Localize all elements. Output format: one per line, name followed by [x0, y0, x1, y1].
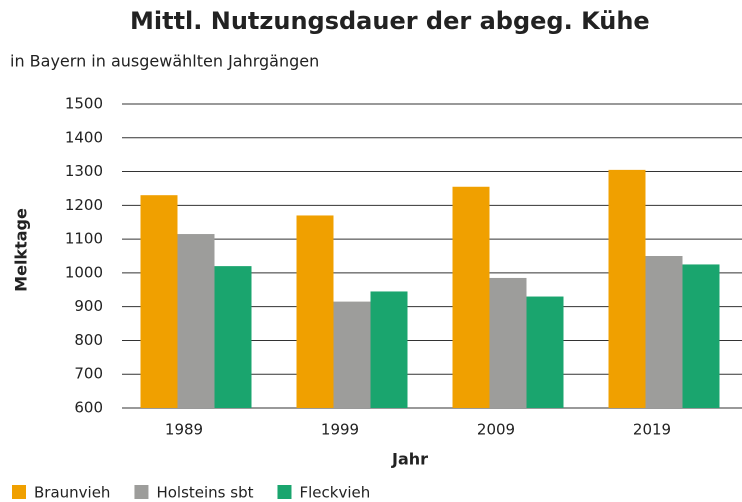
bar — [177, 234, 215, 408]
legend-label: Braunvieh — [34, 484, 110, 502]
y-tick-label: 900 — [74, 297, 103, 315]
y-tick-label: 1400 — [65, 128, 103, 146]
bar — [452, 186, 490, 408]
chart-title: Mittl. Nutzungsdauer der abgeg. Kühe — [130, 7, 650, 35]
bar — [645, 256, 683, 408]
bar — [333, 301, 371, 408]
y-tick-label: 1300 — [65, 162, 103, 180]
y-tick-label: 1100 — [65, 230, 103, 248]
y-tick-label: 1000 — [65, 263, 103, 281]
legend-swatch — [12, 485, 26, 499]
x-tick-label: 1989 — [165, 421, 203, 439]
bar — [608, 169, 646, 408]
x-tick-label: 1999 — [321, 421, 359, 439]
y-tick-label: 700 — [74, 365, 103, 383]
x-axis-label: Jahr — [391, 450, 428, 469]
legend-label: Fleckvieh — [299, 484, 370, 502]
legend-swatch — [134, 485, 149, 499]
x-tick-label: 2009 — [477, 421, 515, 439]
y-tick-label: 600 — [74, 399, 103, 417]
y-tick-label: 800 — [74, 331, 103, 349]
legend-label: Holsteins sbt — [156, 484, 253, 502]
legend-swatch — [277, 485, 292, 499]
bar — [214, 266, 252, 408]
y-tick-label: 1200 — [65, 196, 103, 214]
y-tick-label: 1500 — [65, 95, 103, 113]
bar — [489, 277, 527, 408]
x-tick-label: 2019 — [633, 421, 671, 439]
bar — [370, 291, 408, 408]
y-axis-label: Melktage — [12, 208, 31, 292]
chart-subtitle: in Bayern in ausgewählten Jahrgängen — [10, 52, 319, 71]
bar — [682, 264, 720, 408]
bar — [296, 215, 334, 408]
bar — [526, 296, 564, 408]
bar — [140, 195, 178, 408]
